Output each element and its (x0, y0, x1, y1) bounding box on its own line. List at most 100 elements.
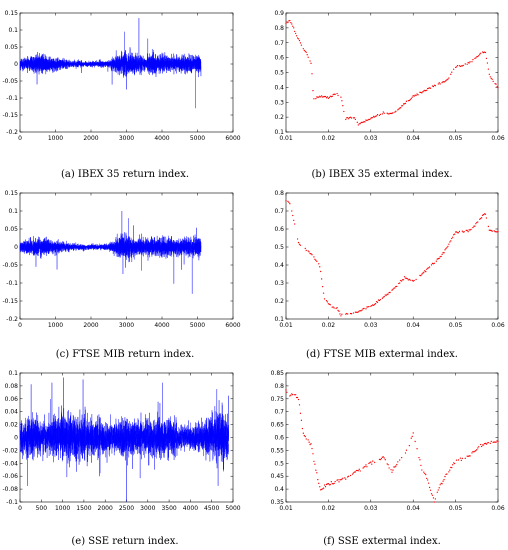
extremal-point (347, 118, 350, 120)
extremal-point (411, 96, 413, 98)
extremal-point (351, 473, 354, 475)
extremal-point (398, 282, 400, 285)
extremal-point (325, 300, 328, 302)
extremal-point (375, 301, 378, 303)
x-tick-label: 0 (18, 505, 22, 512)
extremal-point (426, 477, 428, 480)
panel-e: 0 500 1000 1500 2000 2500 3000 3500 4000 4500 5000… (2, 370, 240, 512)
extremal-point (443, 252, 445, 254)
extremal-point (448, 243, 450, 245)
extremal-point (318, 96, 320, 98)
extremal-point (311, 447, 313, 450)
y-tick-label: -0.1 (6, 280, 18, 287)
y-tick-label: 0.6 (274, 55, 284, 62)
extremal-point (285, 22, 287, 24)
extremal-point (305, 438, 307, 440)
extremal-point (357, 470, 359, 472)
extremal-point (341, 100, 343, 102)
extremal-point (403, 276, 406, 278)
extremal-point (460, 65, 463, 67)
extremal-point (307, 56, 309, 58)
y-tick-label: 0.5 (274, 244, 284, 251)
plot-frame-d (285, 192, 499, 320)
extremal-point (310, 443, 312, 445)
extremal-point (389, 112, 391, 115)
extremal-point (408, 99, 410, 102)
extremal-point (374, 116, 376, 118)
extremal-point (495, 231, 497, 233)
extremal-point (482, 444, 485, 446)
extremal-point (291, 393, 293, 395)
extremal-point (486, 62, 489, 64)
extremal-point (376, 301, 379, 304)
extremal-point (473, 225, 475, 227)
extremal-point (428, 486, 431, 489)
extremal-point (425, 270, 427, 273)
extremal-point (447, 245, 449, 248)
extremal-point (396, 285, 398, 288)
extremal-point (401, 105, 404, 107)
extremal-point (387, 293, 389, 295)
extremal-point (371, 117, 373, 119)
x-tick-label: 0 (18, 322, 22, 329)
y-tick-label: -0.1 (6, 499, 18, 506)
extremal-point (296, 37, 299, 39)
extremal-point (482, 213, 485, 216)
extremal-point (299, 412, 302, 414)
extremal-point (311, 254, 313, 256)
extremal-point (331, 95, 333, 97)
extremal-point (288, 201, 290, 204)
extremal-point (287, 21, 289, 23)
extremal-point (324, 486, 327, 488)
extremal-point (307, 439, 309, 441)
extremal-point (467, 231, 469, 233)
extremal-point (457, 459, 460, 461)
extremal-point (497, 440, 499, 443)
extremal-point (491, 78, 493, 80)
extremal-point (458, 65, 461, 67)
y-tick-label: 0.8 (274, 25, 284, 32)
extremal-point (378, 458, 381, 461)
extremal-point (321, 278, 323, 280)
extremal-point (448, 471, 450, 473)
x-tick-label: 3000 (119, 135, 134, 142)
extremal-point (368, 118, 370, 121)
extremal-point (490, 440, 492, 443)
extremal-point (496, 440, 498, 442)
extremal-point (405, 277, 408, 279)
extremal-point (422, 272, 424, 274)
extremal-point (328, 96, 331, 99)
extremal-point (295, 35, 298, 37)
y-tick-label: 0.1 (274, 129, 284, 136)
x-tick-label: 0.03 (364, 135, 378, 142)
extremal-point (484, 51, 487, 54)
extremal-point (472, 59, 474, 61)
extremal-point (327, 97, 330, 99)
extremal-point (477, 221, 479, 223)
extremal-point (423, 471, 425, 473)
extremal-point (356, 121, 358, 123)
extremal-point (338, 481, 340, 483)
extremal-point (388, 113, 390, 115)
extremal-point (422, 91, 424, 93)
extremal-point (345, 313, 347, 315)
x-tick-label: 2000 (83, 322, 98, 329)
extremal-point (390, 112, 392, 115)
extremal-point (461, 65, 463, 67)
extremal-point (316, 472, 318, 474)
y-tick-label: 0 (14, 244, 18, 251)
extremal-point (410, 97, 412, 100)
extremal-point (461, 230, 463, 232)
extremal-point (333, 307, 335, 309)
extremal-point (485, 217, 488, 219)
plot-frame-c (19, 192, 234, 320)
extremal-point (340, 479, 342, 481)
extremal-point (423, 90, 425, 92)
extremal-point (362, 467, 364, 469)
x-tick-label: 6000 (225, 322, 240, 329)
extremal-point (402, 279, 405, 281)
extremal-point (297, 241, 300, 244)
panel-a: 0 1000 2000 3000 4000 5000 6000 -0.2 -0.15 -0.1 -0… (2, 10, 240, 142)
extremal-point (341, 313, 343, 315)
extremal-point (358, 468, 360, 470)
